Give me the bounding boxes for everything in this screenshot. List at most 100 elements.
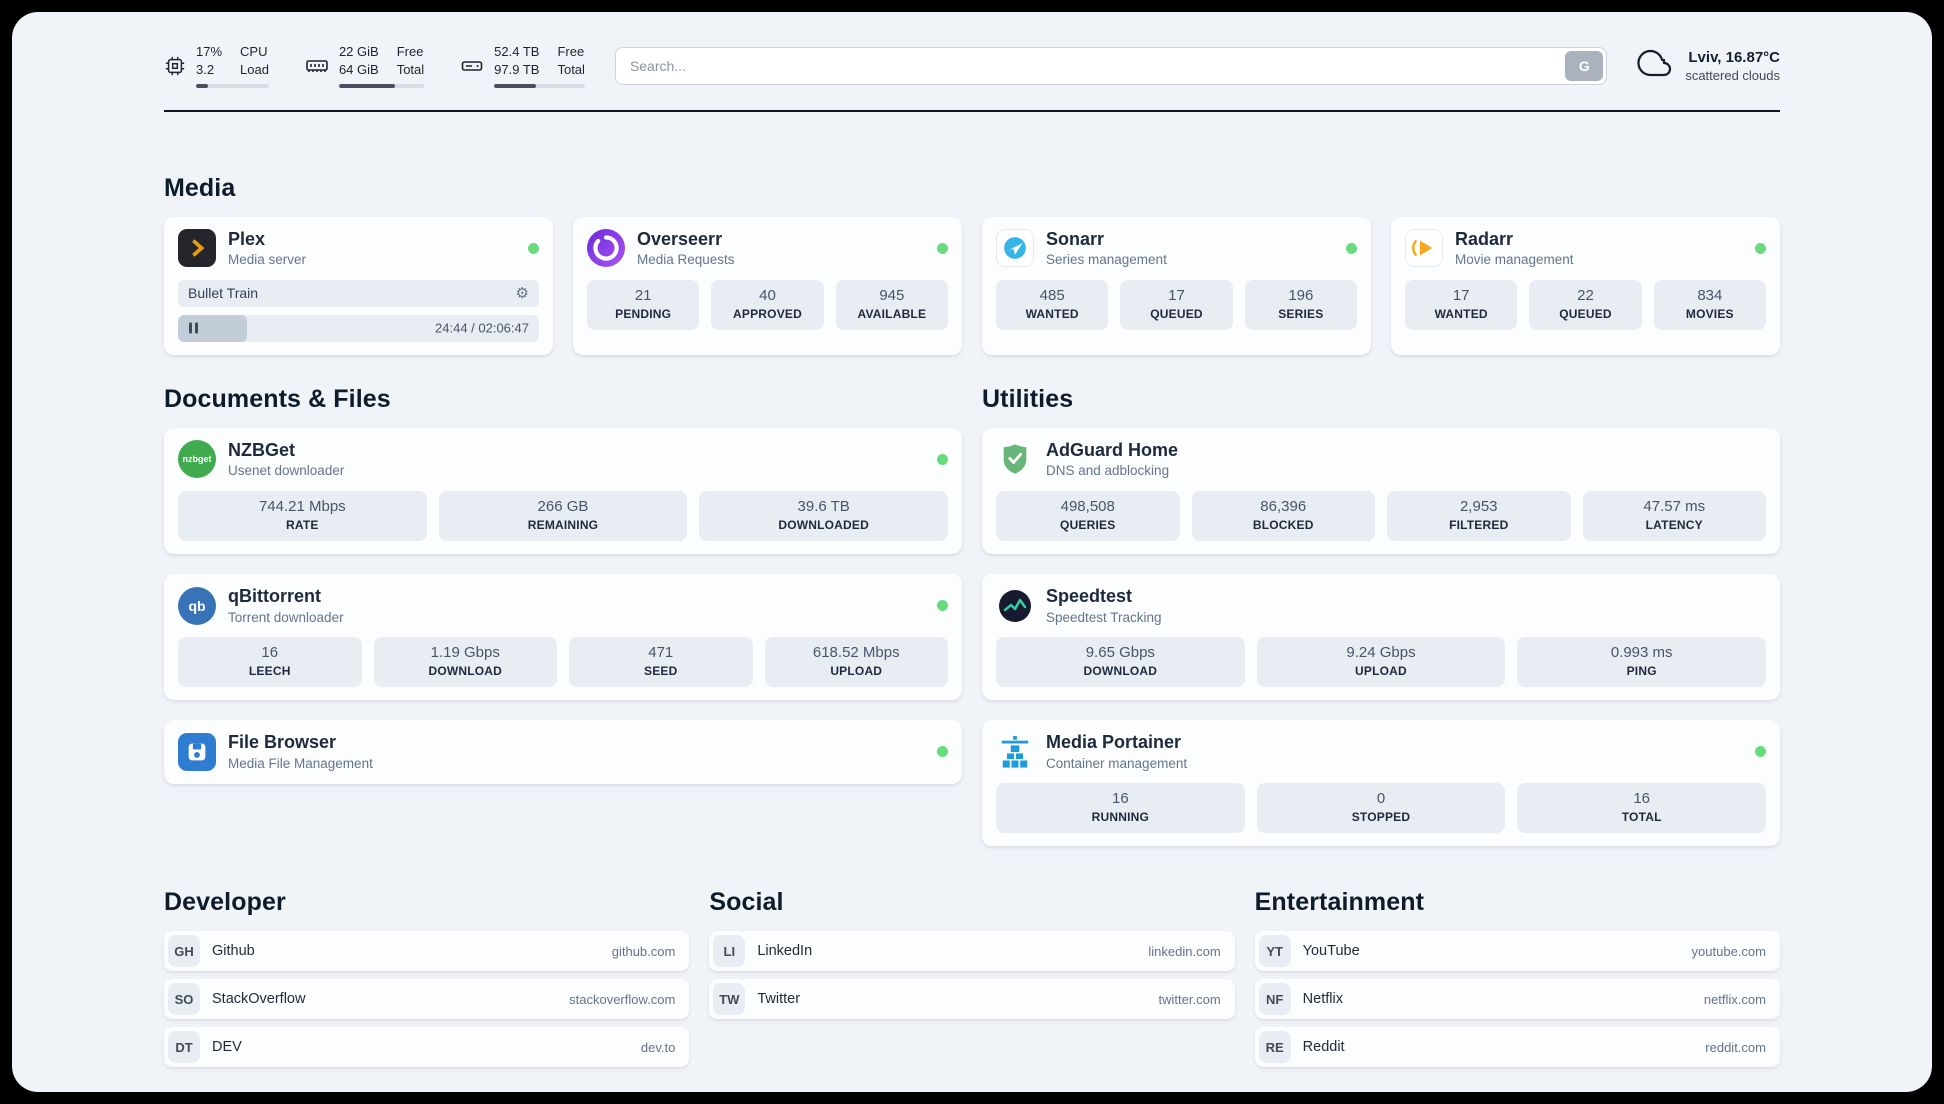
app-name: Radarr <box>1455 228 1514 249</box>
stat-value: 945 <box>879 286 905 304</box>
stat-value: 16 <box>1111 790 1129 808</box>
stat-value: 485 <box>1039 286 1065 304</box>
bookmark-name: Netflix <box>1302 991 1343 1008</box>
stat-pill: 16 TOTAL <box>1517 783 1766 834</box>
status-dot <box>937 242 948 254</box>
status-dot <box>937 453 948 465</box>
stat-pill: 0 STOPPED <box>1256 783 1506 834</box>
status-dot <box>937 600 948 611</box>
stat-pill: 16 RUNNING <box>996 783 1245 834</box>
bookmark-reddit[interactable]: RE Reddit reddit.com <box>1254 1027 1780 1068</box>
app-subtitle: Media File Management <box>228 755 373 771</box>
netflix-icon: NF <box>1258 983 1291 1016</box>
stat-value: 471 <box>648 644 674 662</box>
dev-icon: DT <box>168 1031 200 1064</box>
search-bar: G <box>614 46 1608 85</box>
cpu-value: 17% <box>196 44 223 59</box>
overseerr-card[interactable]: Overseerr Media Requests 21 PENDING 40 A… <box>573 216 962 355</box>
radarr-card[interactable]: Radarr Movie management 17 WANTED 22 QUE… <box>1391 216 1780 355</box>
dashboard-panel: 17% CPU 3.2 Load <box>12 12 1932 1092</box>
cpu-sub-label: Load <box>240 62 269 78</box>
weather-condition: scattered clouds <box>1685 67 1780 83</box>
bookmark-url: stackoverflow.com <box>569 991 676 1007</box>
stat-value: 266 GB <box>537 497 589 515</box>
stat-value: 21 <box>634 286 652 304</box>
search-input[interactable] <box>614 46 1608 85</box>
plex-card[interactable]: Plex Media server Bullet Train ⚙ 24:44 /… <box>164 216 553 355</box>
stat-pill: 485 WANTED <box>996 279 1109 330</box>
stat-value: 618.52 Mbps <box>812 644 900 662</box>
bookmark-dev[interactable]: DT DEV dev.to <box>164 1027 690 1068</box>
portainer-card[interactable]: Media Portainer Container management 16 … <box>982 720 1780 847</box>
stat-label: UPLOAD <box>830 664 883 679</box>
stat-label: PING <box>1626 664 1657 679</box>
stat-value: 834 <box>1697 286 1723 304</box>
nzbget-card[interactable]: nzbget NZBGet Usenet downloader 744.21 M… <box>164 427 962 554</box>
bookmark-netflix[interactable]: NF Netflix netflix.com <box>1254 979 1780 1020</box>
bookmark-stackoverflow[interactable]: SO StackOverflow stackoverflow.com <box>164 979 690 1020</box>
ram-monitor: 22 GiB Free 64 GiB Total <box>305 44 425 88</box>
app-name: NZBGet <box>228 439 295 460</box>
bookmark-youtube[interactable]: YT YouTube youtube.com <box>1254 931 1780 972</box>
cpu-sub-value: 3.2 <box>196 62 215 78</box>
stat-label: REMAINING <box>527 517 599 532</box>
gear-icon[interactable]: ⚙ <box>515 284 529 302</box>
stat-label: DOWNLOADED <box>778 517 869 532</box>
github-icon: GH <box>168 935 200 968</box>
disk-progress-fill <box>494 83 536 88</box>
stat-value: 2,953 <box>1459 497 1498 515</box>
stat-value: 86,396 <box>1260 497 1307 515</box>
app-subtitle: Torrent downloader <box>228 609 344 625</box>
social-column: Social LI LinkedIn linkedin.com TW Twitt… <box>709 888 1235 1067</box>
speedtest-card[interactable]: Speedtest Speedtest Tracking 9.65 Gbps D… <box>982 573 1780 701</box>
adguard-card[interactable]: AdGuard Home DNS and adblocking 498,508 … <box>982 427 1780 554</box>
disk-free-label: Free <box>557 44 585 59</box>
bookmark-name: Github <box>212 943 255 960</box>
stat-label: QUEUED <box>1150 306 1203 321</box>
stat-value: 498,508 <box>1060 497 1115 515</box>
stat-pill: 2,953 FILTERED <box>1387 490 1571 541</box>
stat-label: LATENCY <box>1645 517 1703 532</box>
ram-free: 22 GiB <box>338 44 379 59</box>
bookmark-twitter[interactable]: TW Twitter twitter.com <box>709 979 1235 1020</box>
bookmark-url: dev.to <box>640 1039 676 1055</box>
stat-value: 0 <box>1376 790 1386 808</box>
app-name: Overseerr <box>637 228 723 249</box>
app-name: AdGuard Home <box>1046 439 1179 460</box>
ram-icon <box>305 54 329 78</box>
disk-free: 52.4 TB <box>494 44 540 59</box>
sonarr-card[interactable]: Sonarr Series management 485 WANTED 17 Q… <box>982 216 1371 355</box>
bookmark-url: linkedin.com <box>1148 943 1221 959</box>
stat-value: 744.21 Mbps <box>258 497 346 515</box>
app-name: qBittorrent <box>228 585 321 606</box>
qbittorrent-icon: qb <box>178 586 216 625</box>
playback-progress-bar[interactable]: 24:44 / 02:06:47 <box>178 314 539 342</box>
app-subtitle: Movie management <box>1455 252 1574 268</box>
app-subtitle: Container management <box>1046 755 1188 771</box>
section-title-developer: Developer <box>164 888 286 917</box>
app-subtitle: DNS and adblocking <box>1046 463 1170 479</box>
reddit-icon: RE <box>1258 1031 1291 1064</box>
overseerr-icon <box>587 229 625 268</box>
bookmark-github[interactable]: GH Github github.com <box>164 931 690 972</box>
stat-pill: 498,508 QUERIES <box>996 490 1180 541</box>
header-divider <box>164 109 1780 112</box>
stat-label: WANTED <box>1025 306 1079 321</box>
ram-progress-bar <box>338 83 425 88</box>
stat-value: 22 <box>1577 286 1594 304</box>
bookmark-linkedin[interactable]: LI LinkedIn linkedin.com <box>709 931 1235 972</box>
qbittorrent-card[interactable]: qb qBittorrent Torrent downloader 16 LEE… <box>164 573 962 701</box>
search-engine-button[interactable]: G <box>1565 50 1604 81</box>
radarr-icon <box>1405 229 1443 268</box>
sonarr-icon <box>996 229 1034 268</box>
weather-location: Lviv, 16.87°C <box>1688 48 1780 66</box>
stat-pill: 1.19 Gbps DOWNLOAD <box>373 637 557 688</box>
bookmark-url: netflix.com <box>1703 991 1766 1007</box>
stat-label: TOTAL <box>1621 810 1662 825</box>
utilities-column: Utilities AdGuard Home <box>982 385 1780 847</box>
app-name: Media Portainer <box>1046 732 1182 753</box>
stackoverflow-icon: SO <box>168 983 200 1016</box>
pause-icon[interactable] <box>189 322 198 334</box>
filebrowser-card[interactable]: File Browser Media File Management <box>164 720 962 785</box>
stat-pill: 40 APPROVED <box>711 279 824 330</box>
